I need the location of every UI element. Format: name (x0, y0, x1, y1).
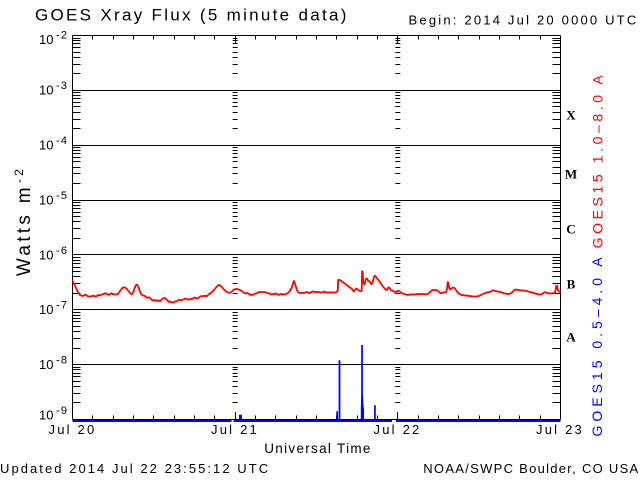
svg-text:A: A (566, 330, 576, 345)
svg-text:Watts m-2: Watts m-2 (12, 166, 35, 276)
svg-text:B: B (567, 277, 576, 292)
svg-text:GOES15 1.0–8.0 A: GOES15 1.0–8.0 A (590, 72, 606, 249)
svg-text:Updated 2014 Jul 22 23:55:12 U: Updated 2014 Jul 22 23:55:12 UTC (0, 461, 270, 476)
svg-text:Jul 21: Jul 21 (211, 422, 259, 437)
svg-text:Begin: 2014 Jul 20 0000 UTC: Begin: 2014 Jul 20 0000 UTC (409, 13, 639, 28)
svg-text:NOAA/SWPC Boulder, CO USA: NOAA/SWPC Boulder, CO USA (423, 461, 639, 476)
svg-text:Jul 22: Jul 22 (374, 422, 422, 437)
svg-text:Jul 20: Jul 20 (49, 422, 97, 437)
svg-text:X: X (566, 108, 576, 123)
svg-text:GOES15 0.5–4.0 A: GOES15 0.5–4.0 A (589, 253, 605, 436)
svg-text:M: M (565, 167, 577, 182)
svg-text:C: C (566, 222, 575, 237)
svg-text:GOES Xray Flux (5 minute data): GOES Xray Flux (5 minute data) (35, 6, 349, 25)
svg-text:Universal Time: Universal Time (264, 441, 371, 456)
svg-text:Jul 23: Jul 23 (536, 422, 584, 437)
